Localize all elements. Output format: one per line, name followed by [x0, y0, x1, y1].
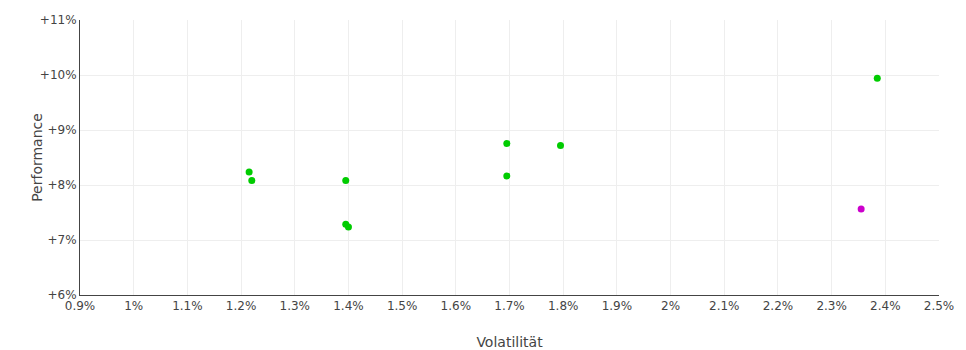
svg-text:2.2%: 2.2% [763, 299, 794, 313]
svg-text:+10%: +10% [40, 68, 77, 82]
svg-text:1.2%: 1.2% [226, 299, 257, 313]
svg-text:1.9%: 1.9% [602, 299, 633, 313]
svg-text:+9%: +9% [48, 123, 77, 137]
svg-text:2.3%: 2.3% [816, 299, 847, 313]
svg-text:+8%: +8% [48, 178, 77, 192]
svg-text:+7%: +7% [48, 233, 77, 247]
svg-text:1.7%: 1.7% [494, 299, 525, 313]
svg-text:2.1%: 2.1% [709, 299, 740, 313]
svg-text:Volatilität: Volatilität [476, 334, 543, 350]
svg-text:+6%: +6% [48, 288, 77, 302]
svg-text:1.4%: 1.4% [333, 299, 364, 313]
svg-text:1.3%: 1.3% [280, 299, 311, 313]
svg-text:1%: 1% [124, 299, 143, 313]
svg-text:2%: 2% [661, 299, 680, 313]
svg-text:1.6%: 1.6% [441, 299, 472, 313]
svg-text:0.9%: 0.9% [65, 299, 96, 313]
svg-text:1.1%: 1.1% [172, 299, 203, 313]
svg-text:1.8%: 1.8% [548, 299, 579, 313]
svg-text:2.4%: 2.4% [870, 299, 901, 313]
svg-text:2.5%: 2.5% [924, 299, 955, 313]
svg-text:+11%: +11% [40, 13, 77, 27]
svg-text:1.5%: 1.5% [387, 299, 418, 313]
svg-text:Performance: Performance [29, 113, 45, 202]
